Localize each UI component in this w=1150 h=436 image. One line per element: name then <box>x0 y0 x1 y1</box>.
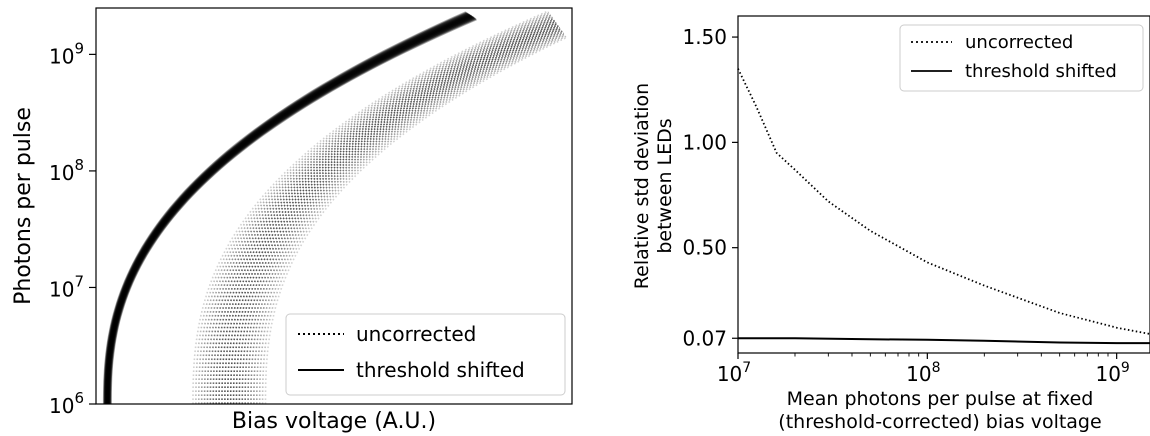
left-uncorrected-curve <box>241 28 562 404</box>
left-uncorrected-curve <box>232 25 559 404</box>
left-y-tick-label: 107 <box>49 272 84 301</box>
left-uncorrected-curve <box>253 32 565 404</box>
left-uncorrected-curve <box>227 22 558 404</box>
right-y-tick-label: 1.00 <box>682 130 727 154</box>
right-x-axis-label-line1: Mean photons per pulse at fixed <box>787 388 1094 410</box>
left-threshold-curve <box>102 11 467 404</box>
left-threshold-curve <box>109 18 477 404</box>
right-x-tick-exp: 7 <box>742 360 751 376</box>
right-chart: 0.070.501.001.50 107 108 109 Mean photons … <box>631 15 1150 433</box>
left-legend-box <box>285 313 566 396</box>
right-x-tick-base: 10 <box>1095 362 1120 386</box>
left-uncorrected-curve <box>215 18 555 404</box>
left-uncorrected-curve <box>247 30 563 404</box>
left-y-tick-base: 10 <box>49 161 74 185</box>
right-legend-box <box>899 24 1144 92</box>
right-x-tick-exp: 9 <box>1121 360 1130 376</box>
right-y-ticks: 0.07 0.50 1.00 1.50 <box>682 25 738 350</box>
right-x-tick-base: 10 <box>717 362 742 386</box>
left-y-tick-label: 109 <box>49 39 84 68</box>
left-x-axis-label: Bias voltage (A.U.) <box>232 409 436 434</box>
left-uncorrected-curve <box>206 15 553 404</box>
left-uncorrected-curve <box>258 34 566 404</box>
left-uncorrected-curve <box>218 19 556 404</box>
left-uncorrected-curve <box>200 13 551 404</box>
left-threshold-curve <box>108 17 476 405</box>
left-y-tick-label: 106 <box>49 389 84 418</box>
right-x-ticks: 107 108 109 <box>717 353 1130 386</box>
right-x-tick-exp: 8 <box>932 360 941 376</box>
left-legend: uncorrected threshold shifted <box>285 313 566 396</box>
right-y-axis-label-line2: between LEDs <box>654 118 676 253</box>
left-legend-threshold-label: threshold shifted <box>356 358 525 382</box>
left-y-tick-exp: 6 <box>74 389 84 407</box>
right-legend-uncorrected-label: uncorrected <box>965 32 1073 53</box>
right-legend: uncorrected threshold shifted <box>899 24 1144 92</box>
left-y-tick-exp: 7 <box>74 272 84 290</box>
left-uncorrected-curve <box>192 10 549 404</box>
left-threshold-curve <box>108 16 475 404</box>
right-curves <box>737 68 1150 345</box>
right-y-tick-label: 1.50 <box>682 25 727 49</box>
left-uncorrected-curve <box>235 26 560 404</box>
left-uncorrected-curve <box>212 17 554 404</box>
right-series-uncorrected-line <box>737 68 1150 335</box>
right-y-tick-label: 0.50 <box>682 236 727 260</box>
left-y-tick-exp: 8 <box>74 156 84 174</box>
left-uncorrected-curve <box>209 16 553 404</box>
left-y-tick-label: 108 <box>49 156 84 185</box>
left-y-tick-base: 10 <box>49 394 74 418</box>
right-x-tick-base: 10 <box>906 362 931 386</box>
right-y-axis-label-line1: Relative std deviation <box>631 83 653 289</box>
right-legend-threshold-label: threshold shifted <box>965 61 1117 82</box>
left-uncorrected-curve <box>261 35 567 404</box>
left-uncorrected-curve <box>198 12 550 404</box>
right-x-tick-label: 107 <box>717 360 751 386</box>
left-uncorrected-curve <box>256 33 565 404</box>
left-threshold-curve <box>109 17 477 404</box>
left-legend-uncorrected-label: uncorrected <box>356 322 476 346</box>
right-y-tick-label: 0.07 <box>682 326 727 350</box>
left-uncorrected-curve <box>203 14 552 404</box>
right-x-tick-label: 109 <box>1095 360 1129 386</box>
left-uncorrected-curve <box>195 11 550 404</box>
left-y-tick-base: 10 <box>49 277 74 301</box>
left-curves <box>102 10 568 405</box>
left-uncorrected-curve <box>264 36 568 404</box>
left-uncorrected-curve <box>250 31 564 404</box>
left-y-tick-base: 10 <box>49 44 74 68</box>
right-x-tick-label: 108 <box>906 360 940 386</box>
right-series-threshold-shifted-line <box>738 337 1150 345</box>
left-y-tick-exp: 9 <box>74 39 84 57</box>
left-y-axis-label: Photons per pulse <box>11 107 36 305</box>
right-x-axis-label-line2: (threshold-corrected) bias voltage <box>778 411 1101 433</box>
